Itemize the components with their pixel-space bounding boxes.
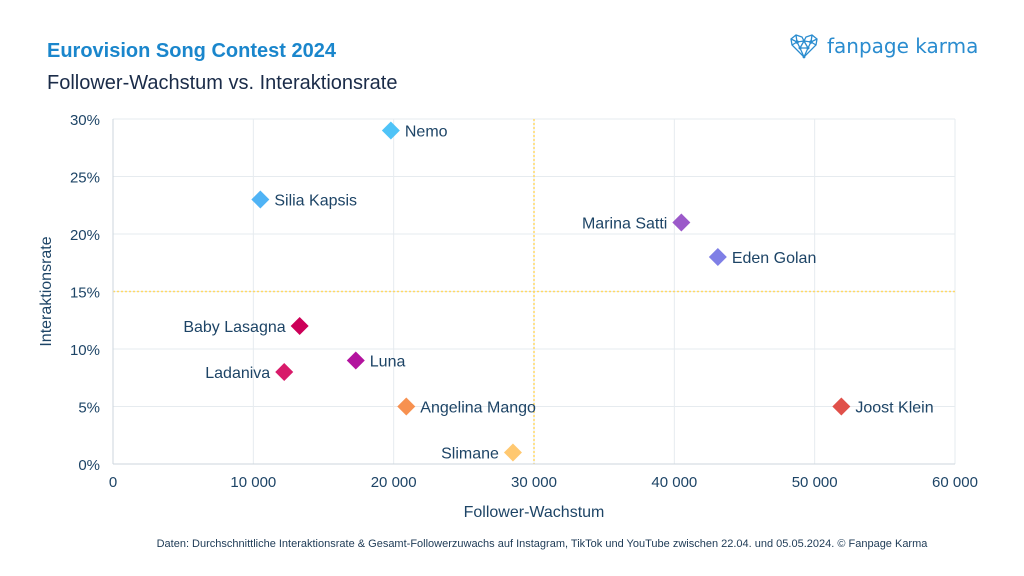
y-axis-ticks: 0% 5% 10% 15% 20% 25% 30% xyxy=(70,112,100,474)
reference-lines xyxy=(113,119,955,464)
axes xyxy=(112,119,955,465)
y-tick-label: 30% xyxy=(70,112,100,129)
x-tick-label: 0 xyxy=(109,474,117,491)
point-label: Silia Kapsis xyxy=(274,193,357,210)
diamond-marker xyxy=(708,248,727,266)
data-point: Nemo xyxy=(381,121,448,141)
logo-text: fanpage karma xyxy=(827,34,979,58)
point-label: Angelina Mango xyxy=(420,400,536,417)
diamond-marker xyxy=(290,317,309,335)
point-label: Joost Klein xyxy=(855,400,933,417)
y-axis-label: Interaktionsrate xyxy=(38,236,55,346)
x-tick-label: 40 000 xyxy=(651,474,697,491)
data-point: Angelina Mango xyxy=(397,397,536,417)
diamond-marker xyxy=(346,351,365,370)
diamond-marker xyxy=(381,121,400,140)
data-point: Luna xyxy=(346,351,406,371)
x-axis-label: Follower-Wachstum xyxy=(464,504,605,521)
y-tick-label: 5% xyxy=(78,400,100,417)
point-label: Nemo xyxy=(405,124,448,141)
point-label: Slimane xyxy=(441,446,499,463)
data-point: Ladaniva xyxy=(205,363,294,382)
data-point: Slimane xyxy=(441,443,522,463)
y-tick-label: 0% xyxy=(78,457,100,474)
network-heart-icon xyxy=(790,34,818,59)
data-source-footnote: Daten: Durchschnittliche Interaktionsrat… xyxy=(156,538,928,550)
data-point: Silia Kapsis xyxy=(251,190,357,210)
data-point: Eden Golan xyxy=(708,248,817,267)
point-label: Baby Lasagna xyxy=(183,319,285,336)
y-tick-label: 20% xyxy=(70,227,100,244)
point-label: Eden Golan xyxy=(732,250,817,267)
point-label: Ladaniva xyxy=(205,365,270,382)
diamond-marker xyxy=(275,363,294,381)
x-tick-label: 60 000 xyxy=(932,474,978,491)
fanpage-karma-logo: fanpage karma xyxy=(789,33,978,59)
chart-subtitle: Follower-Wachstum vs. Interaktionsrate xyxy=(47,72,398,94)
diamond-marker xyxy=(251,190,270,209)
y-tick-label: 10% xyxy=(70,342,100,359)
diamond-marker xyxy=(397,397,416,416)
x-axis-ticks: 0 10 000 20 000 30 000 40 000 50 000 60 000 xyxy=(109,474,978,491)
diamond-marker xyxy=(503,443,522,462)
data-point: Baby Lasagna xyxy=(183,317,309,336)
data-point: Joost Klein xyxy=(832,397,934,417)
x-tick-label: 30 000 xyxy=(511,474,557,491)
chart-title: Eurovision Song Contest 2024 xyxy=(47,40,336,62)
data-points: Nemo Silia Kapsis Marina Satti Eden Golan Ba… xyxy=(183,121,934,463)
diamond-marker xyxy=(832,397,851,416)
y-tick-label: 25% xyxy=(70,170,100,187)
data-point: Marina Satti xyxy=(582,213,691,233)
diamond-marker xyxy=(672,213,691,232)
y-tick-label: 15% xyxy=(70,285,100,302)
point-label: Marina Satti xyxy=(582,216,667,233)
x-tick-label: 50 000 xyxy=(792,474,838,491)
x-tick-label: 10 000 xyxy=(230,474,276,491)
x-tick-label: 20 000 xyxy=(371,474,417,491)
point-label: Luna xyxy=(370,354,406,371)
